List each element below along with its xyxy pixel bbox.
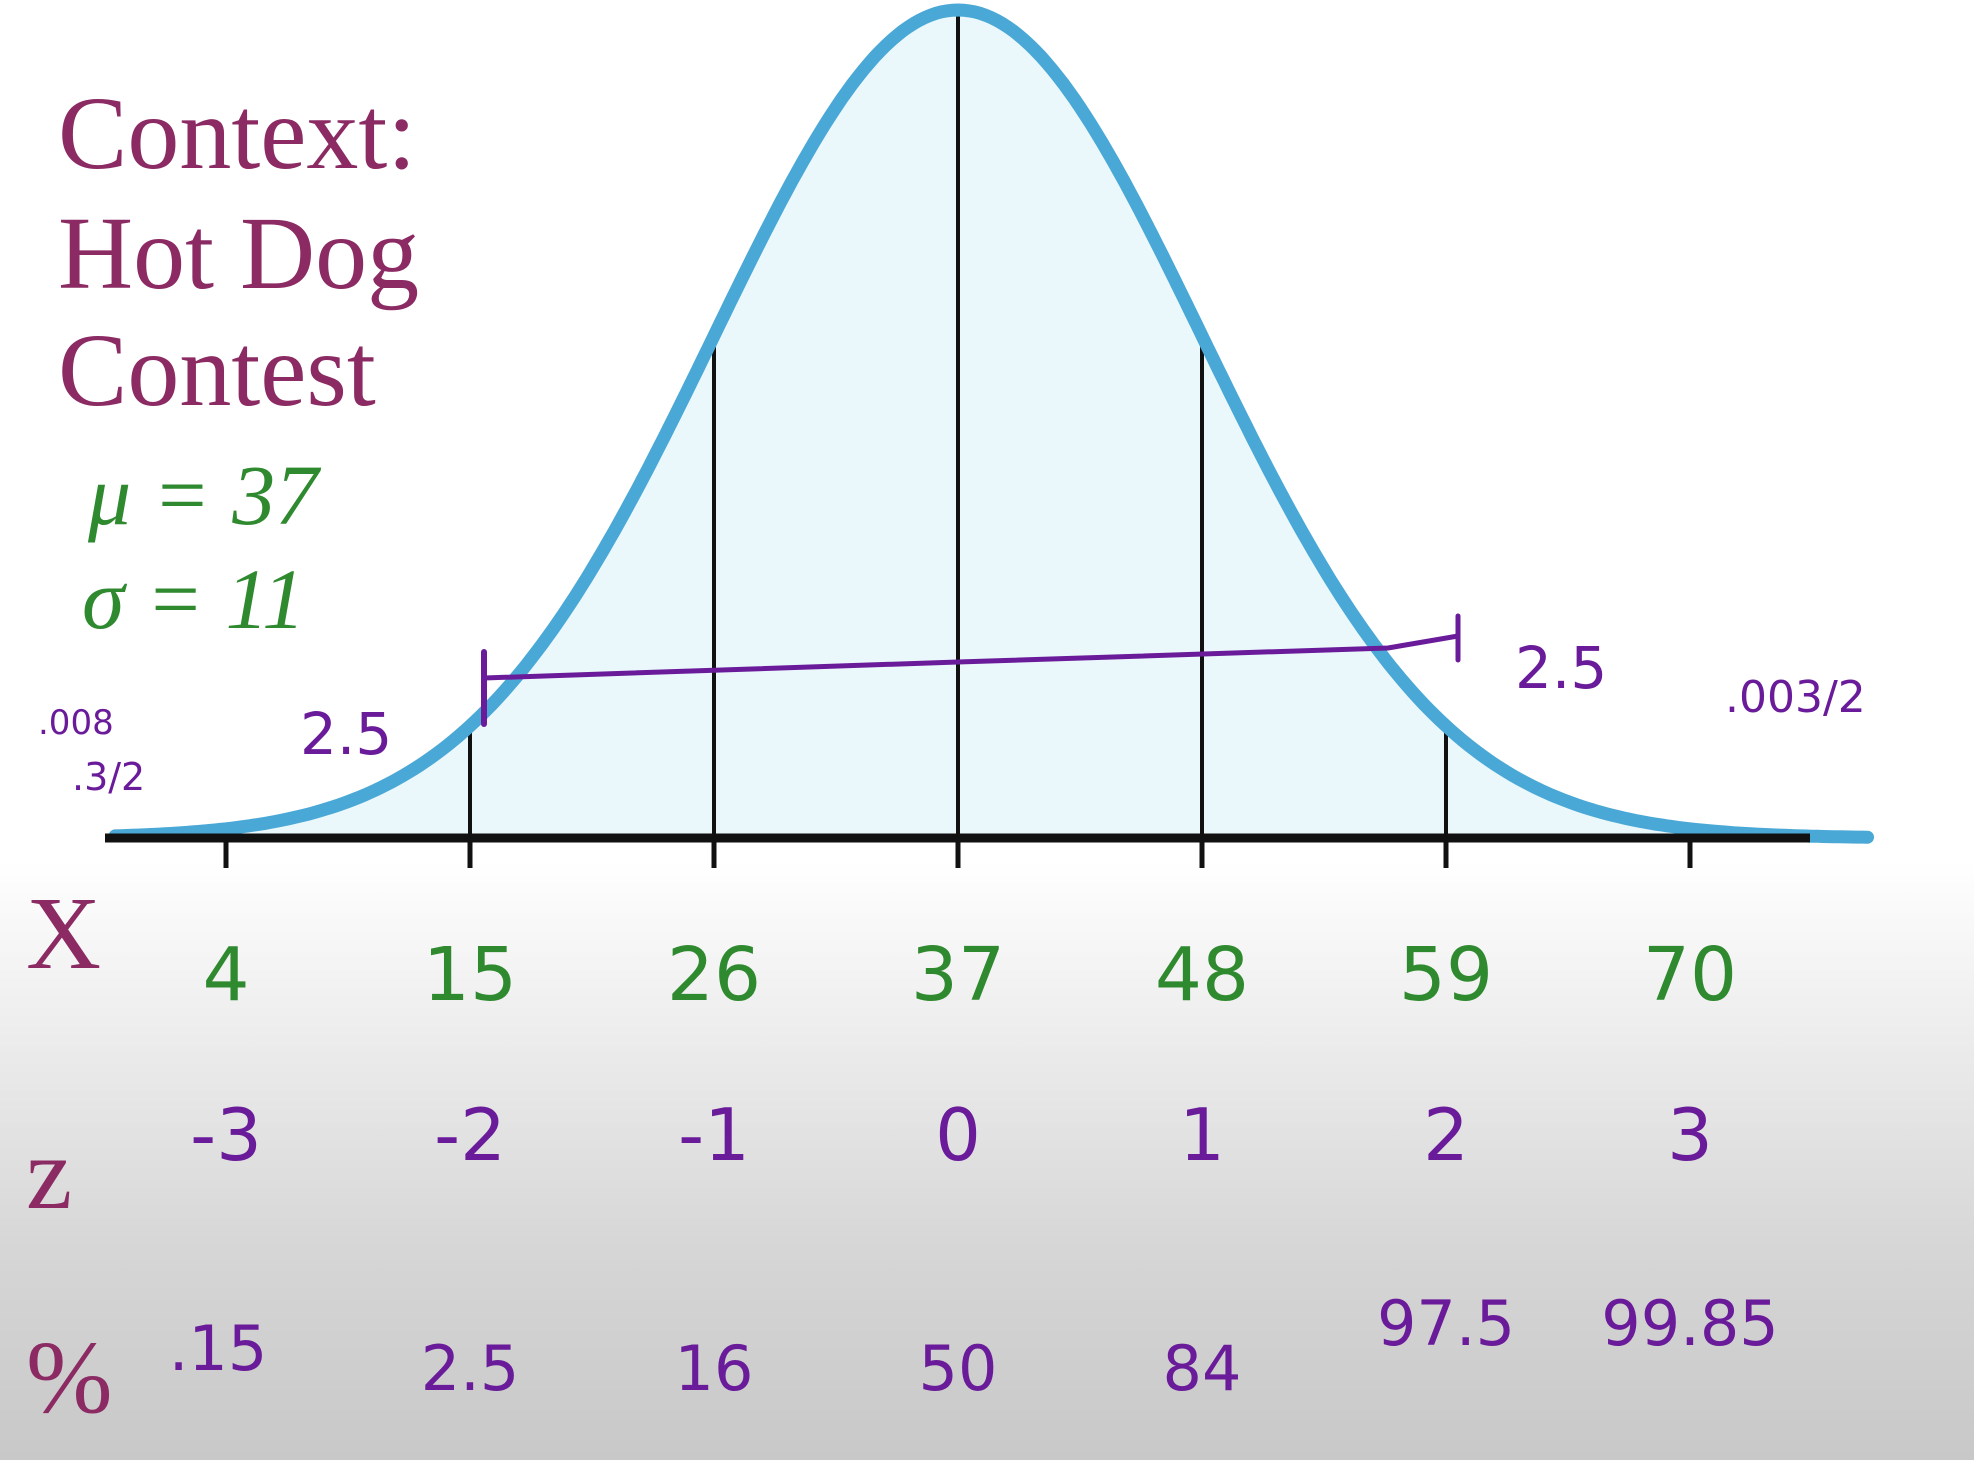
- x-value-4: 48: [1155, 932, 1249, 1018]
- tail-annotations: 2.5 2.5 .008 .3/2 .003/2: [38, 634, 1866, 799]
- x-values-row: 4 15 26 37 48 59 70: [202, 932, 1737, 1018]
- pct-value-2: 16: [675, 1332, 754, 1405]
- right-tail-note: .003/2: [1725, 672, 1866, 723]
- z-value-6: 3: [1667, 1093, 1713, 1177]
- z-value-1: -2: [434, 1093, 506, 1177]
- row-labels: X z %: [26, 876, 113, 1435]
- sd-value: σ = 11: [82, 551, 305, 647]
- context-topic-line-1: Hot Dog: [58, 196, 419, 311]
- z-values-row: -3 -2 -1 0 1 2 3: [190, 1093, 1713, 1177]
- x-value-3: 37: [911, 932, 1005, 1018]
- x-value-6: 70: [1643, 932, 1737, 1018]
- left-interval-pct: 2.5: [300, 700, 392, 768]
- pct-values-row: .15 2.5 16 50 84 97.5 99.85: [169, 1287, 1779, 1405]
- bracket-line: [481, 633, 1461, 681]
- left-tail-note-1: .008: [38, 703, 114, 743]
- pct-value-6: 99.85: [1601, 1287, 1779, 1360]
- x-value-2: 26: [667, 932, 761, 1018]
- x-value-1: 15: [423, 932, 517, 1018]
- left-tail-note-2: .3/2: [72, 755, 145, 799]
- pct-value-4: 84: [1163, 1332, 1242, 1405]
- pct-value-5: 97.5: [1377, 1287, 1515, 1360]
- z-value-5: 2: [1423, 1093, 1469, 1177]
- x-value-5: 59: [1399, 932, 1493, 1018]
- sd-lines: [468, 10, 1448, 838]
- x-value-0: 4: [202, 932, 249, 1018]
- pct-value-1: 2.5: [421, 1332, 520, 1405]
- context-topic-line-2: Contest: [58, 313, 376, 428]
- pct-value-3: 50: [919, 1332, 998, 1405]
- z-value-3: 0: [935, 1093, 981, 1177]
- interval-bracket: [481, 613, 1461, 727]
- x-row-label: X: [26, 876, 101, 991]
- pct-row-label: %: [26, 1320, 113, 1435]
- parameters: μ = 37 σ = 11: [82, 447, 321, 647]
- right-interval-pct: 2.5: [1515, 634, 1607, 702]
- context-label: Context:: [58, 76, 416, 191]
- context-title: Context: Hot Dog Contest: [58, 76, 419, 428]
- pct-value-0: .15: [169, 1312, 268, 1385]
- z-value-4: 1: [1179, 1093, 1225, 1177]
- z-row-label: z: [26, 1116, 72, 1231]
- axis-ticks: [223, 838, 1693, 868]
- mean-value: μ = 37: [87, 447, 321, 543]
- z-value-2: -1: [678, 1093, 750, 1177]
- bell-curve: [108, 3, 1874, 844]
- z-value-0: -3: [190, 1093, 262, 1177]
